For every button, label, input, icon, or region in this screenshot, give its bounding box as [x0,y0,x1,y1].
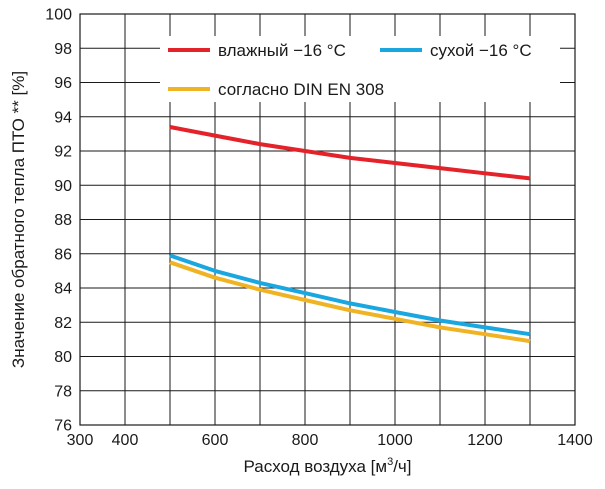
y-tick-label: 86 [54,246,72,263]
x-axis-title-text: Расход воздуха [м [243,457,387,476]
y-tick-label: 82 [54,315,72,332]
legend-label: влажный −16 °C [218,41,346,60]
x-tick-label: 400 [112,432,139,449]
y-tick-label: 84 [54,281,72,298]
series-layer [169,125,531,344]
legend-label: сухой −16 °C [430,41,532,60]
x-axis-title-tail: /ч] [393,457,411,476]
x-tick-label: 600 [202,432,229,449]
x-axis-title-sup: 3 [387,456,393,468]
y-axis-title: Значение обратного тепла ПТО ** [%] [9,71,28,368]
y-tick-label: 90 [54,178,72,195]
y-tick-label: 94 [54,109,72,126]
x-tick-label: 1000 [377,432,413,449]
legend-background [160,36,560,102]
y-tick-label: 96 [54,75,72,92]
x-tick-label: 300 [67,432,94,449]
series-line [169,125,531,181]
y-tick-label: 76 [54,418,72,435]
x-tick-label: 1200 [467,432,503,449]
y-tick-label: 80 [54,349,72,366]
x-tick-label: 1400 [557,432,593,449]
x-axis-title: Расход воздуха [м3/ч] [243,456,411,476]
legend-label: согласно DIN EN 308 [218,80,384,99]
y-tick-label: 100 [45,7,72,24]
y-tick-label: 78 [54,383,72,400]
y-tick-label: 92 [54,144,72,161]
series-line [169,260,531,344]
y-tick-label: 98 [54,41,72,58]
y-tick-label: 88 [54,212,72,229]
legend: влажный −16 °C сухой −16 °C согласно DIN E… [168,41,532,99]
x-tick-label: 800 [292,432,319,449]
tick-labels: 76 78 80 82 84 86 88 90 92 94 96 98 100 300 400 600 800 1… [45,7,593,450]
series-line [169,253,531,337]
plot-frame [79,13,576,426]
